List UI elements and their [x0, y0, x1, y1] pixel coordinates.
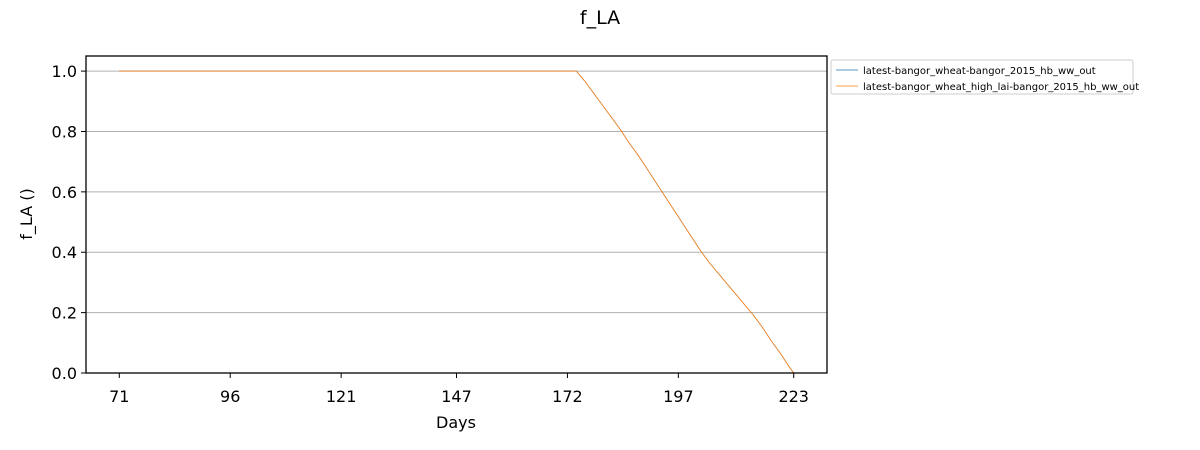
legend: latest-bangor_wheat-bangor_2015_hb_ww_ou… [830, 59, 1139, 95]
y-axis-label: f_LA () [17, 188, 37, 239]
x-axis-label: Days [436, 413, 476, 432]
y-tick-label: 0.4 [52, 243, 77, 262]
y-axis-ticks: 0.0 0.2 0.4 0.6 0.8 1.0 [52, 62, 86, 383]
series-line-2 [119, 70, 795, 374]
x-axis-ticks: 71 96 121 147 172 197 223 [109, 373, 809, 406]
plot-area-frame [85, 55, 828, 374]
y-tick-label: 0.0 [52, 364, 77, 383]
y-tick-label: 0.2 [52, 304, 77, 323]
x-tick-label: 197 [663, 387, 694, 406]
legend-label-series-1: latest-bangor_wheat-bangor_2015_hb_ww_ou… [863, 66, 1096, 77]
series-lines [119, 70, 795, 374]
x-tick-label: 172 [552, 387, 583, 406]
chart-title: f_LA [580, 7, 620, 29]
x-tick-label: 121 [326, 387, 357, 406]
y-tick-label: 0.6 [52, 183, 77, 202]
legend-label-series-2: latest-bangor_wheat_high_lai-bangor_2015… [863, 82, 1139, 93]
y-tick-label: 1.0 [52, 62, 77, 81]
legend-frame [830, 59, 1134, 95]
x-tick-label: 223 [778, 387, 809, 406]
x-tick-label: 96 [220, 387, 240, 406]
x-tick-label: 147 [441, 387, 472, 406]
x-tick-label: 71 [109, 387, 129, 406]
series-line-1 [119, 70, 795, 374]
y-tick-label: 0.8 [52, 122, 77, 141]
gridlines [86, 70, 827, 374]
